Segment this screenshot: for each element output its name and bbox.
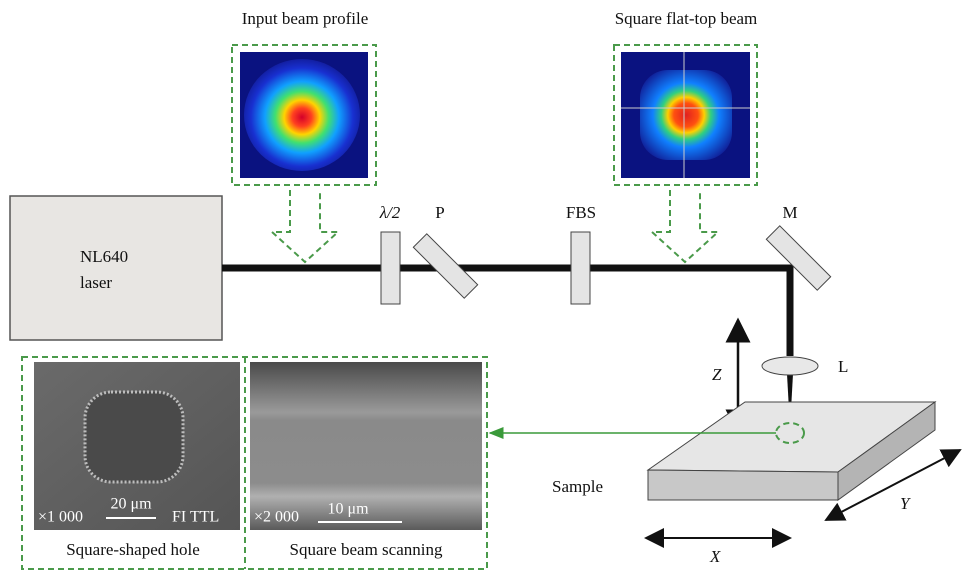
optic-label: FBS (566, 203, 596, 222)
laser-box (10, 196, 222, 340)
laser-label: NL640 (80, 247, 128, 266)
arrow (652, 190, 718, 262)
axis-label: Y (900, 494, 911, 513)
half-wave-plate (381, 232, 400, 304)
magnification: ×2 000 (254, 509, 299, 526)
inset-label: Input beam profile (242, 9, 369, 28)
scale-label: 10 μm (327, 501, 369, 518)
laser-label: laser (80, 273, 112, 292)
optic-label: L (838, 357, 848, 376)
caption: Square beam scanning (290, 540, 443, 559)
arrow (272, 190, 338, 262)
hole (85, 392, 183, 482)
beam-spot (640, 70, 732, 160)
sample-label: Sample (552, 477, 603, 496)
scale-label: 20 μm (110, 496, 152, 513)
caption: Square-shaped hole (66, 540, 200, 559)
axis-label: Z (712, 365, 722, 384)
sample-front (648, 470, 838, 500)
inset-label: Square flat-top beam (615, 9, 758, 28)
beam-spot (244, 59, 360, 171)
lens (762, 357, 818, 375)
detector: FI TTL (172, 509, 219, 526)
diagram: Input beam profile Square flat-top beam … (0, 0, 962, 572)
fbs (571, 232, 590, 304)
axis-label: X (709, 547, 721, 566)
mirror (766, 226, 830, 290)
optic-label: M (782, 203, 797, 222)
optic-label: λ/2 (379, 203, 401, 222)
magnification: ×1 000 (38, 509, 83, 526)
optic-label: P (435, 203, 444, 222)
